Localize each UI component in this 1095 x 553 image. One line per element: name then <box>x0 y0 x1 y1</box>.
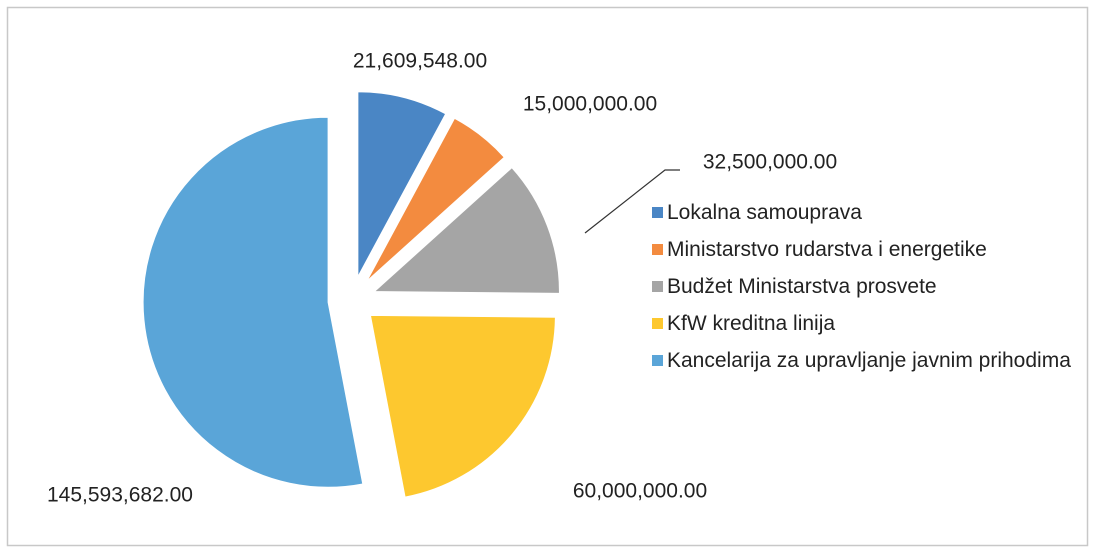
legend-label: Budžet Ministarstva prosvete <box>667 275 937 298</box>
data-label: 32,500,000.00 <box>703 151 837 174</box>
pie-slice <box>142 116 364 488</box>
legend-item: Kancelarija za upravljanje javnim prihod… <box>652 348 1082 374</box>
chart-border <box>6 6 1089 547</box>
legend-item: Budžet Ministarstva prosvete <box>652 274 1082 300</box>
legend-swatch <box>652 207 663 218</box>
pie-slice <box>357 91 447 277</box>
legend-item: Ministarstvo rudarstva i energetike <box>652 237 1082 263</box>
data-label: 60,000,000.00 <box>573 480 707 503</box>
data-label: 21,609,548.00 <box>353 50 487 73</box>
data-label: 145,593,682.00 <box>47 484 193 507</box>
leader-line <box>584 169 680 234</box>
legend-label: Lokalna samouprava <box>667 201 862 224</box>
legend: Lokalna samouprava Ministarstvo rudarstva… <box>652 200 1082 385</box>
data-label: 15,000,000.00 <box>523 93 657 116</box>
legend-label: Kancelarija za upravljanje javnim prihod… <box>667 349 1071 372</box>
legend-swatch <box>652 318 663 329</box>
legend-label: KfW kreditna linija <box>667 312 836 335</box>
legend-swatch <box>652 355 663 366</box>
legend-swatch <box>652 244 663 255</box>
pie-slice <box>366 117 505 282</box>
legend-item: KfW kreditna linija <box>652 311 1082 337</box>
pie-slice <box>369 314 556 498</box>
legend-label: Ministarstvo rudarstva i energetike <box>667 238 987 261</box>
pie-slice <box>373 166 560 294</box>
legend-item: Lokalna samouprava <box>652 200 1082 226</box>
legend-swatch <box>652 281 663 292</box>
